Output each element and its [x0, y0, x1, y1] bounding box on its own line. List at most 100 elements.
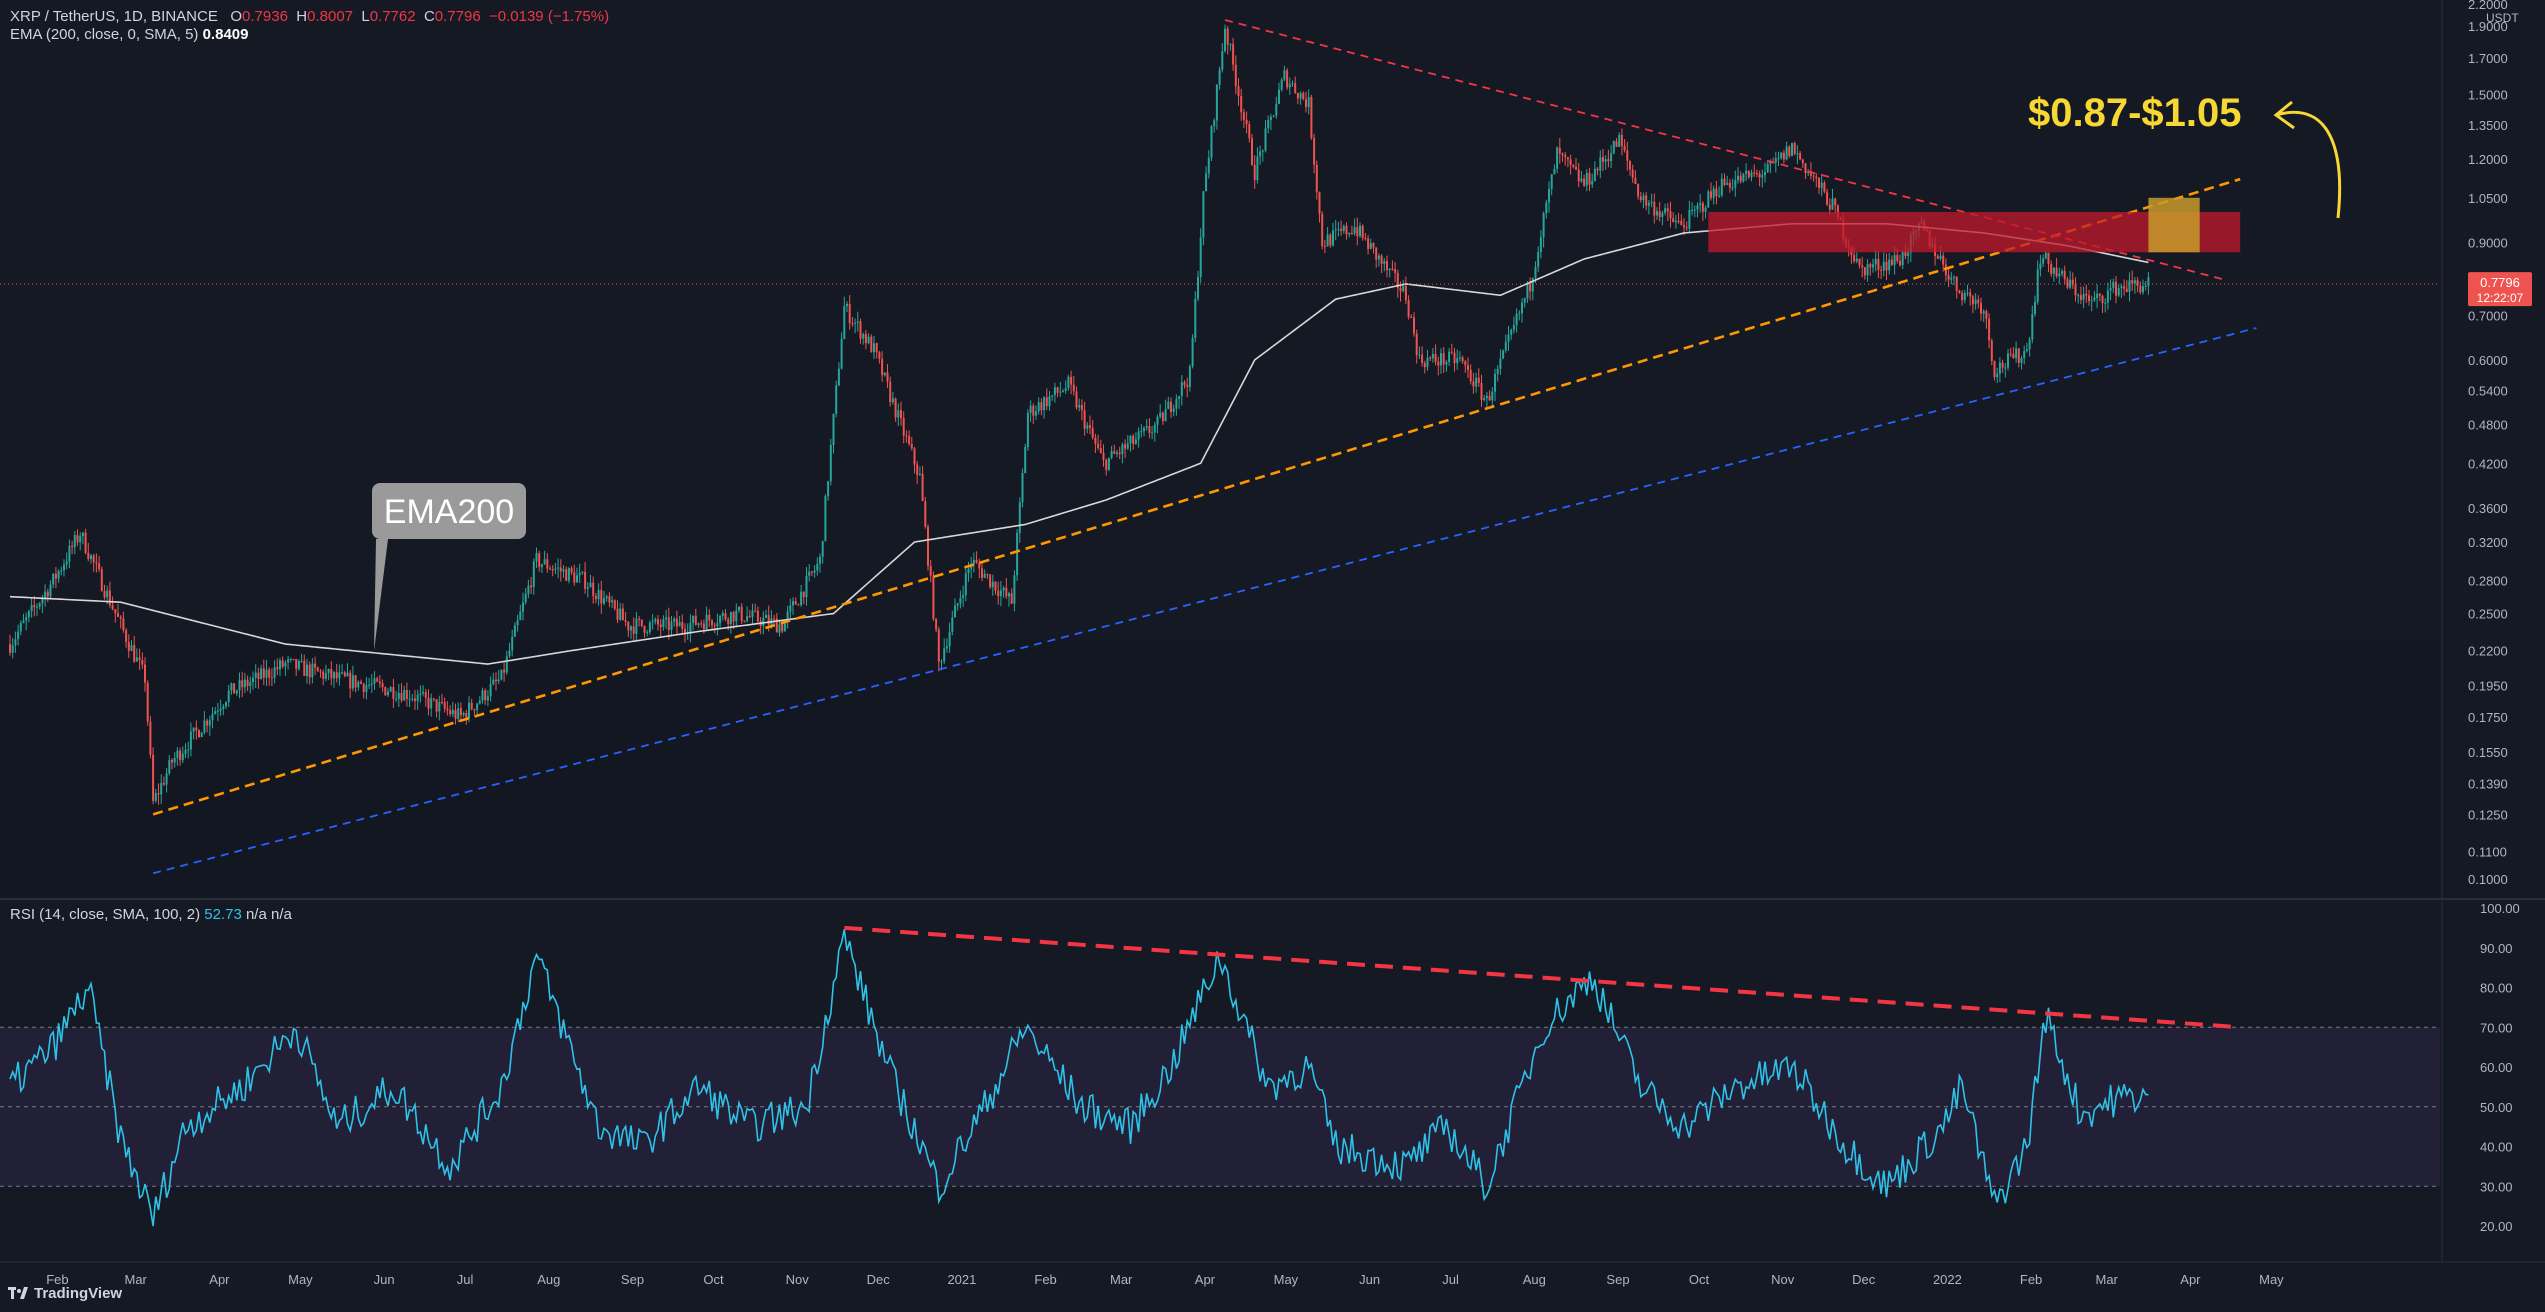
candle-body	[994, 581, 997, 591]
candle-body	[114, 609, 117, 614]
candle-body	[1726, 182, 1729, 185]
candle-body	[481, 690, 484, 701]
candle-body	[640, 619, 643, 626]
candle-body	[1629, 160, 1631, 170]
candle-body	[2106, 290, 2109, 303]
candle-body	[1599, 157, 1602, 171]
candle-body	[1094, 437, 1097, 444]
candle-body	[1180, 382, 1183, 397]
red-trendline[interactable]	[1224, 19, 2227, 282]
price-tick-label: 0.1100	[2468, 844, 2507, 859]
candle-body	[1758, 173, 1761, 178]
candle-body	[1569, 159, 1572, 165]
candle-body	[694, 615, 697, 625]
ema-legend[interactable]: EMA (200, close, 0, SMA, 5) 0.8409	[10, 26, 248, 43]
last-price-tag[interactable]	[2468, 272, 2532, 307]
candle-body	[929, 565, 932, 576]
time-tick-label: Feb	[46, 1272, 68, 1287]
candle-body	[530, 585, 533, 588]
candle-body	[392, 687, 395, 699]
candle-body	[1294, 83, 1297, 93]
candle-body	[214, 711, 217, 714]
candle-body	[1264, 128, 1267, 151]
candle-body	[1140, 431, 1143, 433]
candle-body	[511, 636, 514, 651]
candle-body	[1823, 182, 1826, 192]
candle-body	[905, 435, 908, 437]
candle-body	[1283, 70, 1286, 80]
candle-body	[346, 672, 349, 677]
candle-body	[535, 553, 538, 562]
candle-body	[1369, 243, 1372, 249]
candle-body	[832, 413, 835, 446]
candle-body	[1683, 225, 1685, 228]
candle-body	[997, 590, 1000, 597]
candle-body	[778, 624, 781, 633]
candle-body	[1234, 64, 1237, 87]
candle-body	[1685, 227, 1688, 229]
candle-body	[1475, 377, 1478, 387]
price-tick-label: 0.2500	[2468, 607, 2508, 622]
open-value: 0.7936	[242, 8, 288, 25]
target-zone[interactable]	[2148, 197, 2200, 253]
candle-body	[1086, 425, 1089, 429]
candle-body	[432, 698, 435, 700]
candle-body	[932, 575, 935, 619]
candle-body	[600, 590, 603, 604]
candle-body	[532, 561, 535, 588]
candle-body	[1782, 152, 1785, 160]
candle-body	[570, 568, 573, 573]
candle-body	[581, 571, 584, 573]
candle-body	[103, 590, 106, 598]
candle-body	[400, 693, 403, 701]
candle-body	[1172, 408, 1175, 412]
candle-body	[816, 563, 819, 571]
candle-body	[1882, 261, 1885, 271]
candle-body	[289, 659, 292, 661]
candle-body	[1688, 209, 1691, 229]
candle-body	[1215, 84, 1218, 121]
candle-body	[1113, 451, 1116, 454]
candle-body	[543, 559, 546, 565]
candle-body	[1145, 426, 1148, 428]
candle-body	[1674, 220, 1677, 223]
ema-legend-label: EMA (200, close, 0, SMA, 5)	[10, 26, 199, 43]
candle-body	[411, 698, 414, 700]
last-price-countdown: 12:22:07	[2477, 291, 2524, 305]
candle-body	[1653, 201, 1656, 216]
candle-body	[567, 568, 570, 581]
candle-body	[1863, 267, 1866, 276]
candle-body	[1836, 205, 1839, 218]
candle-body	[71, 545, 74, 548]
candle-body	[1580, 178, 1583, 182]
candle-body	[1429, 357, 1432, 359]
candle-body	[1515, 313, 1518, 326]
candle-body	[918, 473, 921, 475]
candle-body	[713, 625, 716, 627]
candle-body	[73, 535, 76, 548]
candle-body	[1256, 156, 1259, 181]
rsi-red-trendline[interactable]	[844, 925, 2241, 1030]
candle-body	[384, 687, 387, 696]
candle-body	[2071, 279, 2074, 286]
rsi-line[interactable]	[9, 929, 2149, 1227]
candle-body	[1531, 277, 1534, 292]
candle-body	[1323, 245, 1326, 247]
candle-body	[748, 616, 751, 618]
candle-body	[98, 563, 101, 570]
candle-body	[54, 573, 57, 579]
blue-trendline[interactable]	[152, 327, 2257, 875]
candle-body	[435, 699, 438, 712]
candle-body	[1035, 411, 1037, 416]
tradingview-branding[interactable]: TradingView	[8, 1285, 122, 1302]
candle-body	[1218, 69, 1221, 85]
orange-trendline[interactable]	[152, 177, 2241, 816]
candle-body	[765, 615, 767, 619]
rsi-legend-value: 52.73	[204, 906, 242, 923]
candle-body	[1137, 431, 1140, 440]
candle-body	[1542, 213, 1545, 238]
rsi-legend[interactable]: RSI (14, close, SMA, 100, 2) 52.73 n/a n…	[10, 906, 292, 923]
candle-body	[408, 698, 411, 700]
candle-body	[1313, 137, 1316, 165]
